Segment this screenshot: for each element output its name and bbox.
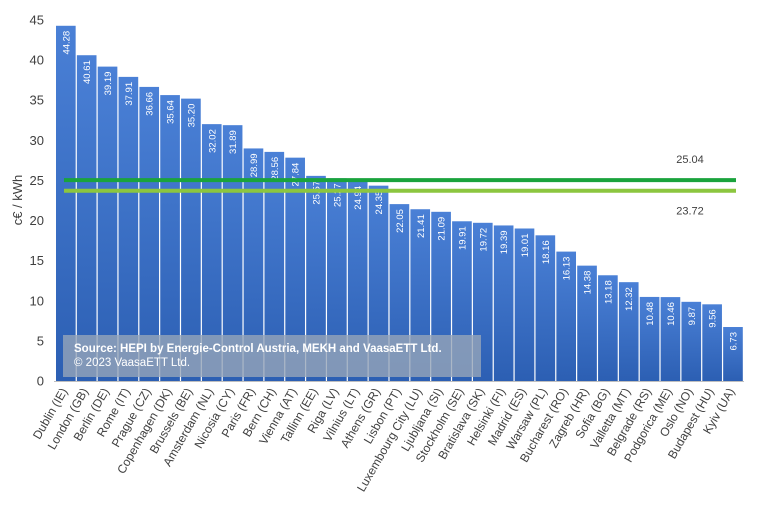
bar-value-label: 28.99 xyxy=(249,153,260,177)
bar-value-label: 32.02 xyxy=(207,129,218,153)
bars-group: 44.28 40.61 39.19 37.91 36.66 35.64 35.20 32.02… xyxy=(54,25,744,382)
bar-value-label: 39.19 xyxy=(103,72,114,96)
y-tick-label: 25 xyxy=(30,173,44,188)
bar xyxy=(368,185,389,381)
bar-value-label: 24.94 xyxy=(353,186,364,210)
bar-value-label: 44.28 xyxy=(61,31,72,55)
y-tick-label: 40 xyxy=(30,53,44,68)
y-tick-label: 5 xyxy=(37,333,44,348)
bar-value-label: 10.48 xyxy=(645,302,656,326)
bar-value-label: 13.18 xyxy=(603,280,614,304)
bar xyxy=(139,86,160,381)
bar xyxy=(160,95,180,381)
bar xyxy=(327,178,347,381)
bar xyxy=(577,265,597,381)
source-line: Source: HEPI by Energie-Control Austria,… xyxy=(74,343,442,355)
bar xyxy=(285,157,305,381)
bar-value-label: 16.13 xyxy=(562,257,573,281)
bar-value-label: 22.05 xyxy=(395,209,406,233)
bar-value-label: 12.32 xyxy=(624,287,635,311)
bar-value-label: 40.61 xyxy=(82,60,93,84)
reference-line-label: 23.72 xyxy=(676,206,704,218)
bar xyxy=(201,124,222,381)
x-axis-labels: Dublin (IE)London (GB)Berlin (DE)Rome (I… xyxy=(30,385,738,494)
bar xyxy=(681,301,702,381)
bar-value-label: 37.91 xyxy=(124,82,135,106)
bar-value-label: 35.20 xyxy=(186,104,197,128)
y-tick-label: 30 xyxy=(30,133,44,148)
bar-value-label: 25.57 xyxy=(312,181,323,205)
bar-value-label: 21.41 xyxy=(416,214,427,238)
reference-lines-group: 25.04 23.72 xyxy=(64,154,736,218)
bar xyxy=(723,327,743,381)
bar-value-label: 19.72 xyxy=(478,228,489,252)
bar-value-label: 31.89 xyxy=(228,130,239,154)
bar xyxy=(181,98,201,382)
bar-value-label: 19.91 xyxy=(457,226,468,250)
bar xyxy=(535,235,556,381)
reference-line-label: 25.04 xyxy=(676,154,704,166)
bar xyxy=(56,25,76,382)
y-axis-label: c€ / kWh xyxy=(10,175,25,226)
bar xyxy=(97,66,118,382)
bar xyxy=(76,55,97,381)
source-box: Source: HEPI by Energie-Control Austria,… xyxy=(63,335,481,377)
bar-value-label: 28.56 xyxy=(270,157,281,181)
bar-value-label: 6.73 xyxy=(728,332,739,351)
bar-value-label: 25.27 xyxy=(332,183,343,207)
bar-value-label: 21.09 xyxy=(437,217,448,241)
y-tick-label: 20 xyxy=(30,213,44,228)
y-axis: 0 5 10 15 20 25 30 35 40 45 xyxy=(30,13,44,389)
bar-value-label: 24.35 xyxy=(374,191,385,215)
bar xyxy=(493,225,514,381)
bar-value-label: 19.01 xyxy=(520,234,531,258)
y-tick-label: 0 xyxy=(37,374,44,389)
bar xyxy=(702,304,722,381)
bar xyxy=(306,175,326,381)
bar xyxy=(347,180,368,381)
y-tick-label: 15 xyxy=(30,253,44,268)
bar xyxy=(556,251,577,381)
bar-value-label: 19.39 xyxy=(499,230,510,254)
y-tick-label: 35 xyxy=(30,93,44,108)
bar-value-label: 35.64 xyxy=(166,100,177,124)
bar-value-label: 9.56 xyxy=(708,309,719,328)
bar xyxy=(598,275,618,381)
bar xyxy=(660,297,681,381)
bar xyxy=(264,151,285,381)
bar xyxy=(514,228,535,381)
bar xyxy=(243,148,264,381)
y-tick-label: 10 xyxy=(30,293,44,308)
bar-value-label: 36.66 xyxy=(145,92,156,116)
copyright-line: © 2023 VaasaETT Ltd. xyxy=(74,357,191,369)
bar xyxy=(639,296,660,381)
y-tick-label: 45 xyxy=(30,13,44,28)
bar-value-label: 27.84 xyxy=(291,163,302,187)
bar-value-label: 14.38 xyxy=(583,271,594,295)
bar-value-label: 10.46 xyxy=(666,302,677,326)
bar xyxy=(618,282,639,381)
bar xyxy=(118,76,139,381)
bar-value-label: 18.16 xyxy=(541,240,552,264)
bar-value-label: 9.87 xyxy=(687,307,698,326)
